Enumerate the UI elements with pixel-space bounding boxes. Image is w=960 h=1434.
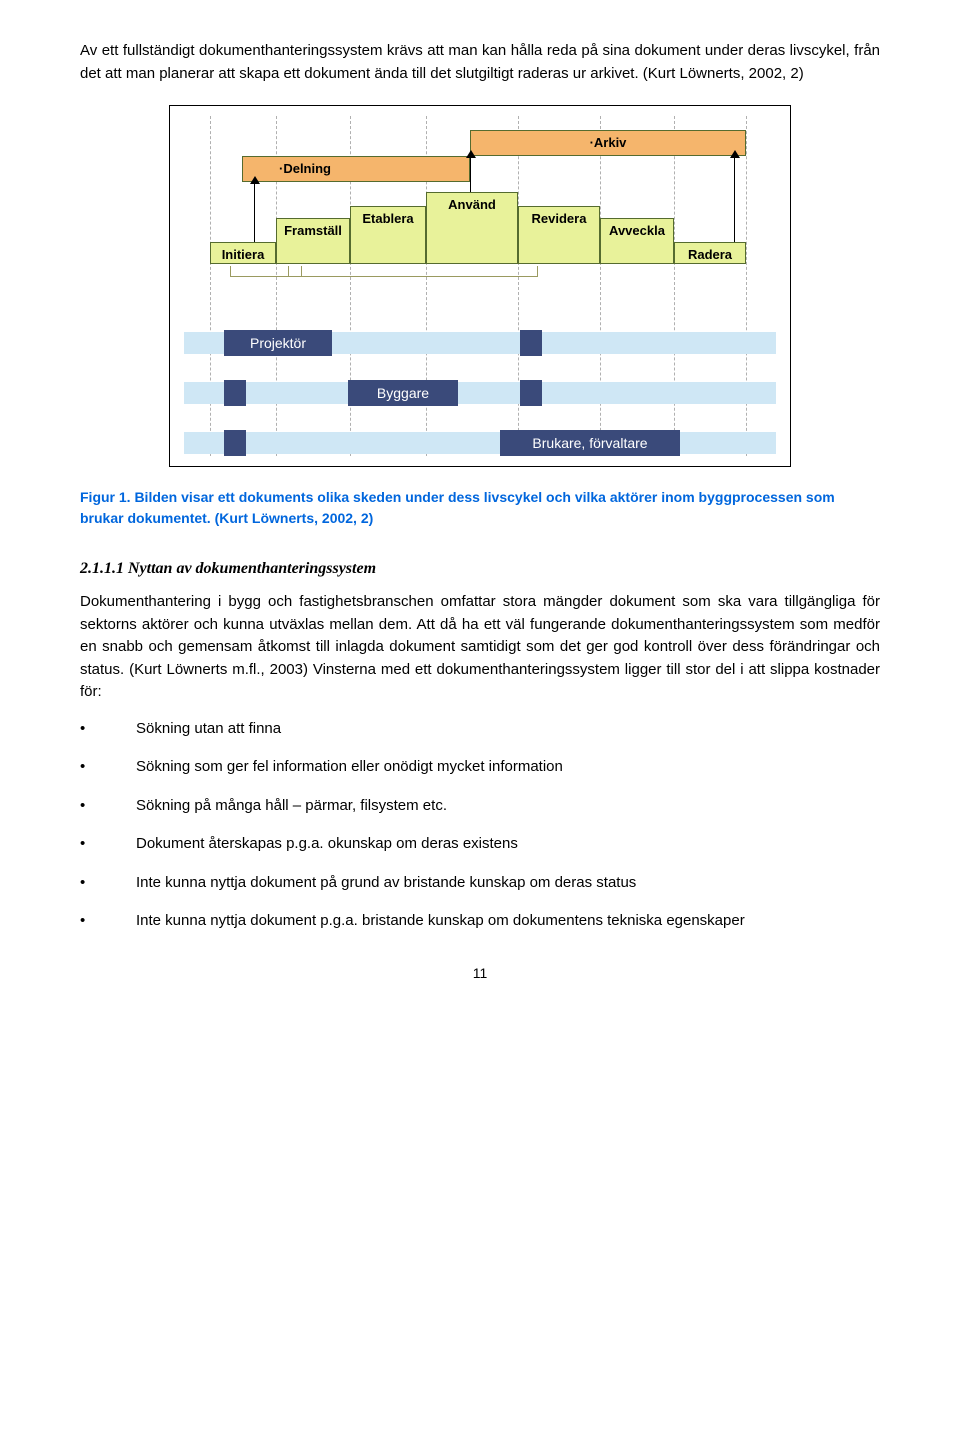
role-marker: [520, 380, 542, 406]
list-item: Inte kunna nyttja dokument på grund av b…: [80, 872, 880, 895]
role-bar-brukare: [184, 432, 776, 454]
label-delning: ·Delning: [279, 161, 331, 176]
label-arkiv: ·Arkiv: [590, 135, 627, 150]
box-anvand: Använd: [426, 192, 518, 264]
box-initiera: Initiera: [210, 242, 276, 264]
list-item: Sökning utan att finna: [80, 718, 880, 741]
guide-line: [518, 116, 519, 456]
role-brukare: Brukare, förvaltare: [500, 430, 680, 456]
loop-line: [288, 266, 538, 277]
box-framstall: Framställ: [276, 218, 350, 264]
box-radera: Radera: [674, 242, 746, 264]
benefits-list: Sökning utan att finna Sökning som ger f…: [80, 718, 880, 933]
list-item: Sökning på många håll – pärmar, filsyste…: [80, 795, 880, 818]
role-bar-byggare: [184, 382, 776, 404]
guide-line: [210, 116, 211, 456]
lifecycle-diagram: ·Arkiv ·Delning Initiera Framställ Etabl…: [169, 105, 791, 467]
figure-caption: Figur 1. Bilden visar ett dokuments olik…: [80, 487, 880, 529]
box-arkiv: ·Arkiv: [470, 130, 746, 156]
box-avveckla: Avveckla: [600, 218, 674, 264]
guide-line: [600, 116, 601, 456]
arrow-icon: [254, 183, 255, 243]
intro-paragraph: Av ett fullständigt dokumenthanteringssy…: [80, 40, 880, 85]
role-byggare: Byggare: [348, 380, 458, 406]
section-heading: 2.1.1.1 Nyttan av dokumenthanteringssyst…: [80, 557, 880, 581]
list-item: Sökning som ger fel information eller on…: [80, 756, 880, 779]
list-item: Dokument återskapas p.g.a. okunskap om d…: [80, 833, 880, 856]
box-etablera: Etablera: [350, 206, 426, 264]
arrow-icon: [734, 157, 735, 243]
arrow-icon: [470, 157, 471, 193]
guide-line: [674, 116, 675, 456]
body-paragraph: Dokumenthantering i bygg och fastighetsb…: [80, 591, 880, 704]
page-number: 11: [80, 963, 880, 984]
role-marker: [224, 430, 246, 456]
role-marker: [224, 380, 246, 406]
list-item: Inte kunna nyttja dokument p.g.a. brista…: [80, 910, 880, 933]
role-marker: [520, 330, 542, 356]
guide-line: [746, 116, 747, 456]
box-delning: ·Delning: [242, 156, 470, 182]
box-revidera: Revidera: [518, 206, 600, 264]
role-projektor: Projektör: [224, 330, 332, 356]
